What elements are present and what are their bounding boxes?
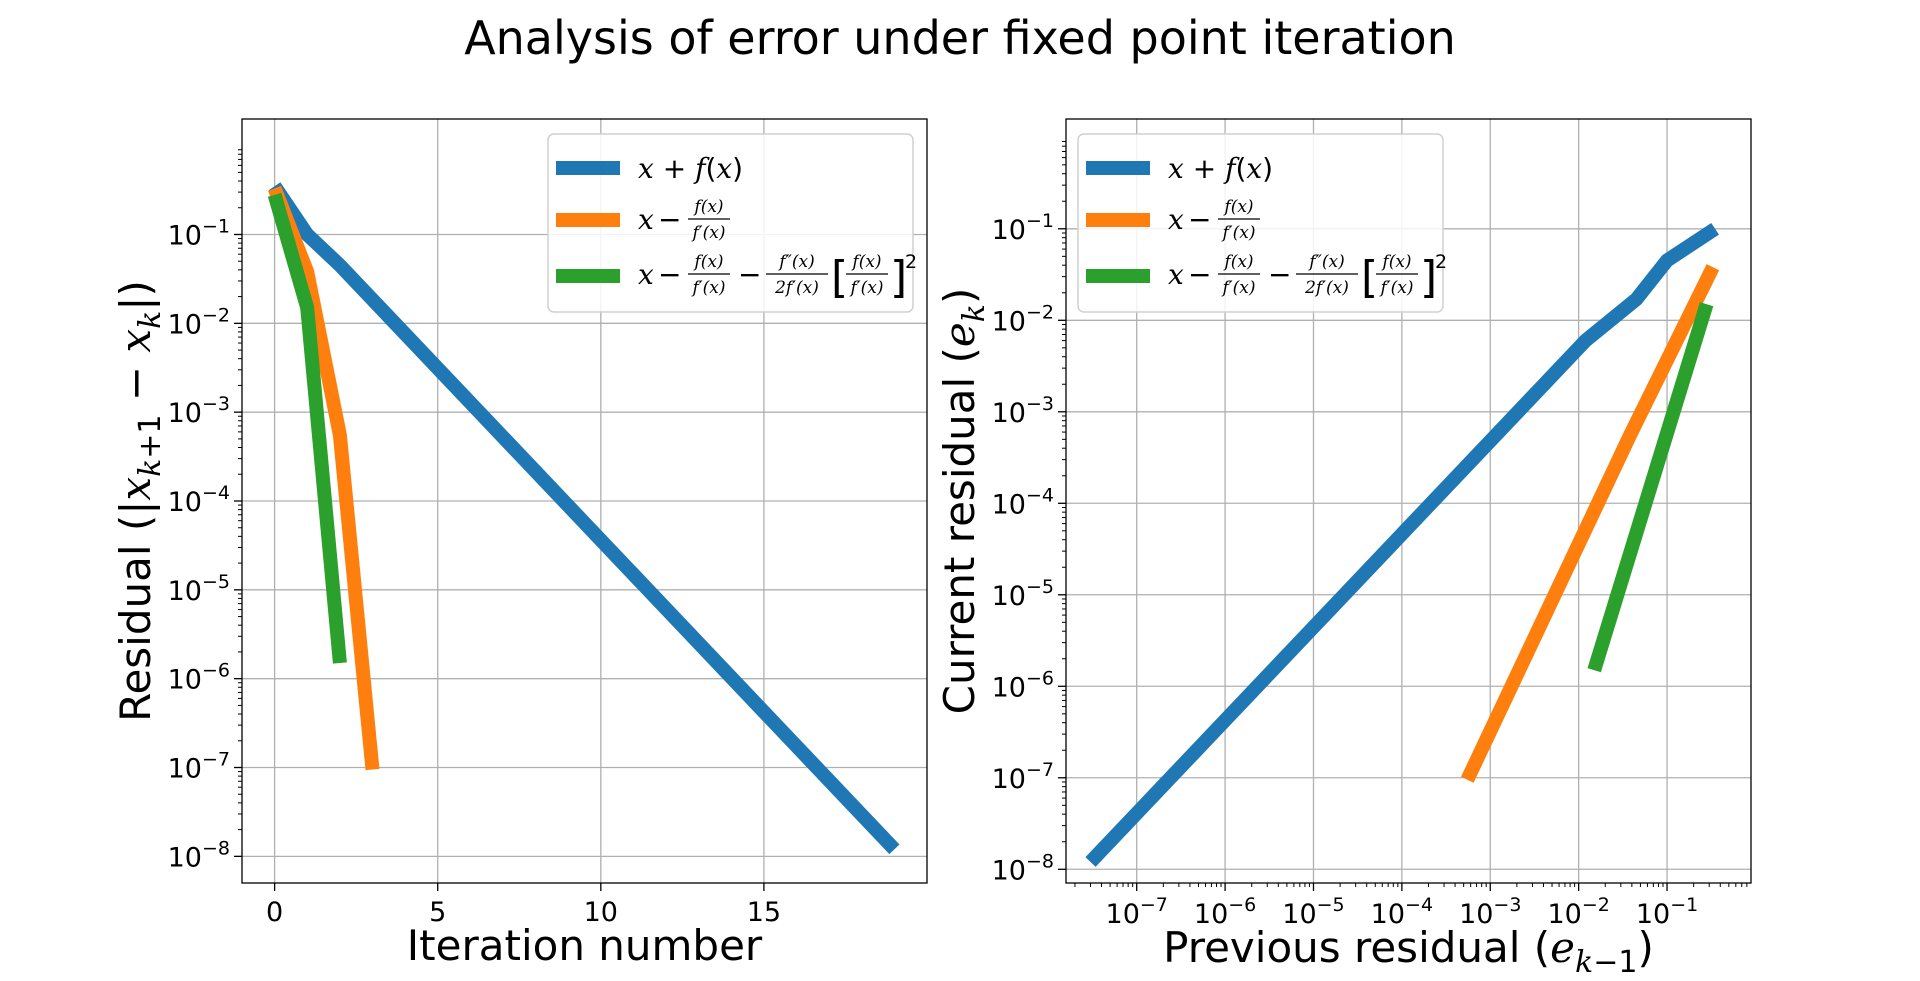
right-legend-frac-den: 2f′(x) xyxy=(1304,278,1349,298)
right-xlabel: Previous residual (ek−1) xyxy=(1163,923,1654,980)
left-legend-frac-num: f(x) xyxy=(692,252,723,272)
right-xtick-label: 10−1 xyxy=(1636,894,1698,930)
right-xtick-label: 10−4 xyxy=(1371,894,1433,930)
left-ytick-label: 10−7 xyxy=(168,749,230,785)
left-ylabel: Residual (|xk+1 − xk|) xyxy=(111,280,168,722)
right-legend-frac-num: f″(x) xyxy=(1307,252,1345,272)
right-series-halley xyxy=(1587,302,1714,673)
right-ytick-label: 10−3 xyxy=(992,393,1054,429)
right-ytick-label: 10−6 xyxy=(992,667,1054,703)
right-legend-frac-den: f′(x) xyxy=(1220,278,1255,298)
left-ytick-label: 10−2 xyxy=(168,304,230,340)
left-legend-label-newton-x: x xyxy=(638,203,654,236)
left-legend-label-fx: x + f(x) xyxy=(638,152,743,185)
figure-title: Analysis of error under fixed point iter… xyxy=(464,11,1456,65)
right-ylabel: Current residual (ek) xyxy=(935,288,992,715)
left-legend-label-halley-x: x xyxy=(638,258,654,291)
left-series-fx xyxy=(268,182,900,855)
left-ytick-label: 10−4 xyxy=(168,482,230,518)
left-ytick-label: 10−6 xyxy=(168,660,230,696)
right-xtick-label: 10−5 xyxy=(1282,894,1344,930)
left-xtick-label: 0 xyxy=(266,897,283,928)
left-ytick-label: 10−3 xyxy=(168,393,230,429)
left-ytick-label: 10−5 xyxy=(168,571,230,607)
chart-right: 10−7 10−6 10−5 10−4 10−3 10−2 10−1 10−8 10−7 10−6… xyxy=(935,118,1752,980)
left-legend-label-halley-lbracket: [ xyxy=(831,252,848,303)
left-xtick-label: 15 xyxy=(747,897,781,928)
left-legend-frac-num: f(x) xyxy=(692,197,723,217)
right-ytick-label: 10−1 xyxy=(992,210,1054,246)
right-legend-frac-den: f′(x) xyxy=(1220,223,1255,243)
left-legend-label-newton-minus: − xyxy=(658,203,681,236)
right-xtick-label: 10−7 xyxy=(1106,894,1168,930)
right-series-newton xyxy=(1460,264,1720,783)
right-axes-frame xyxy=(1065,118,1752,884)
right-ytick-label: 10−8 xyxy=(992,850,1054,886)
left-legend-frac-den: f′(x) xyxy=(690,278,725,298)
right-legend-label-newton-x: x xyxy=(1168,203,1184,236)
left-legend xyxy=(547,133,914,313)
left-legend-label-halley-sq: 2 xyxy=(905,251,917,273)
right-legend-label-halley-lbracket: [ xyxy=(1361,252,1378,303)
right-legend-frac-num: f(x) xyxy=(1380,252,1411,272)
left-xlabel: Iteration number xyxy=(407,921,763,970)
left-ytick-label: 10−1 xyxy=(168,215,230,251)
right-series-fx xyxy=(1085,222,1719,867)
right-xtick-label: 10−6 xyxy=(1194,894,1256,930)
left-legend-frac-den: f′(x) xyxy=(690,223,725,243)
right-legend-frac-den: f′(x) xyxy=(1378,278,1413,298)
right-ytick-label: 10−7 xyxy=(992,759,1054,795)
left-xtick-label: 5 xyxy=(429,897,446,928)
right-legend-label-newton-minus: − xyxy=(1188,203,1211,236)
right-legend-label-halley-sq: 2 xyxy=(1435,251,1447,273)
left-legend-label-halley-rbracket: ] xyxy=(890,252,907,303)
right-legend-label-fx: x + f(x) xyxy=(1168,152,1273,185)
right-ytick-label: 10−4 xyxy=(992,484,1054,520)
right-legend-frac-num: f(x) xyxy=(1222,252,1253,272)
right-xtick-label: 10−3 xyxy=(1459,894,1521,930)
left-legend-frac-num: f″(x) xyxy=(777,252,815,272)
left-xtick-label: 10 xyxy=(584,897,618,928)
left-legend-frac-den: 2f′(x) xyxy=(774,278,819,298)
left-legend-frac-num: f(x) xyxy=(850,252,881,272)
right-legend-frac-num: f(x) xyxy=(1222,197,1253,217)
left-series-halley xyxy=(267,192,347,664)
right-legend-label-halley-minus1: − xyxy=(1188,258,1211,291)
left-legend-label-halley-minus2: − xyxy=(738,258,761,291)
chart-left: 0 5 10 15 10−8 10−7 10−6 10−5 10−4 10−3 10−2 10−1 It… xyxy=(111,118,928,970)
right-legend-label-halley-minus2: − xyxy=(1268,258,1291,291)
left-ytick-label: 10−8 xyxy=(168,837,230,873)
right-ytick-label: 10−5 xyxy=(992,576,1054,612)
left-legend-label-halley-minus1: − xyxy=(658,258,681,291)
right-legend-label-halley-rbracket: ] xyxy=(1420,252,1437,303)
left-legend-frac-den: f′(x) xyxy=(848,278,883,298)
right-ytick-label: 10−2 xyxy=(992,301,1054,337)
right-xtick-label: 10−2 xyxy=(1547,894,1609,930)
right-legend xyxy=(1077,133,1444,313)
right-legend-label-halley-x: x xyxy=(1168,258,1184,291)
